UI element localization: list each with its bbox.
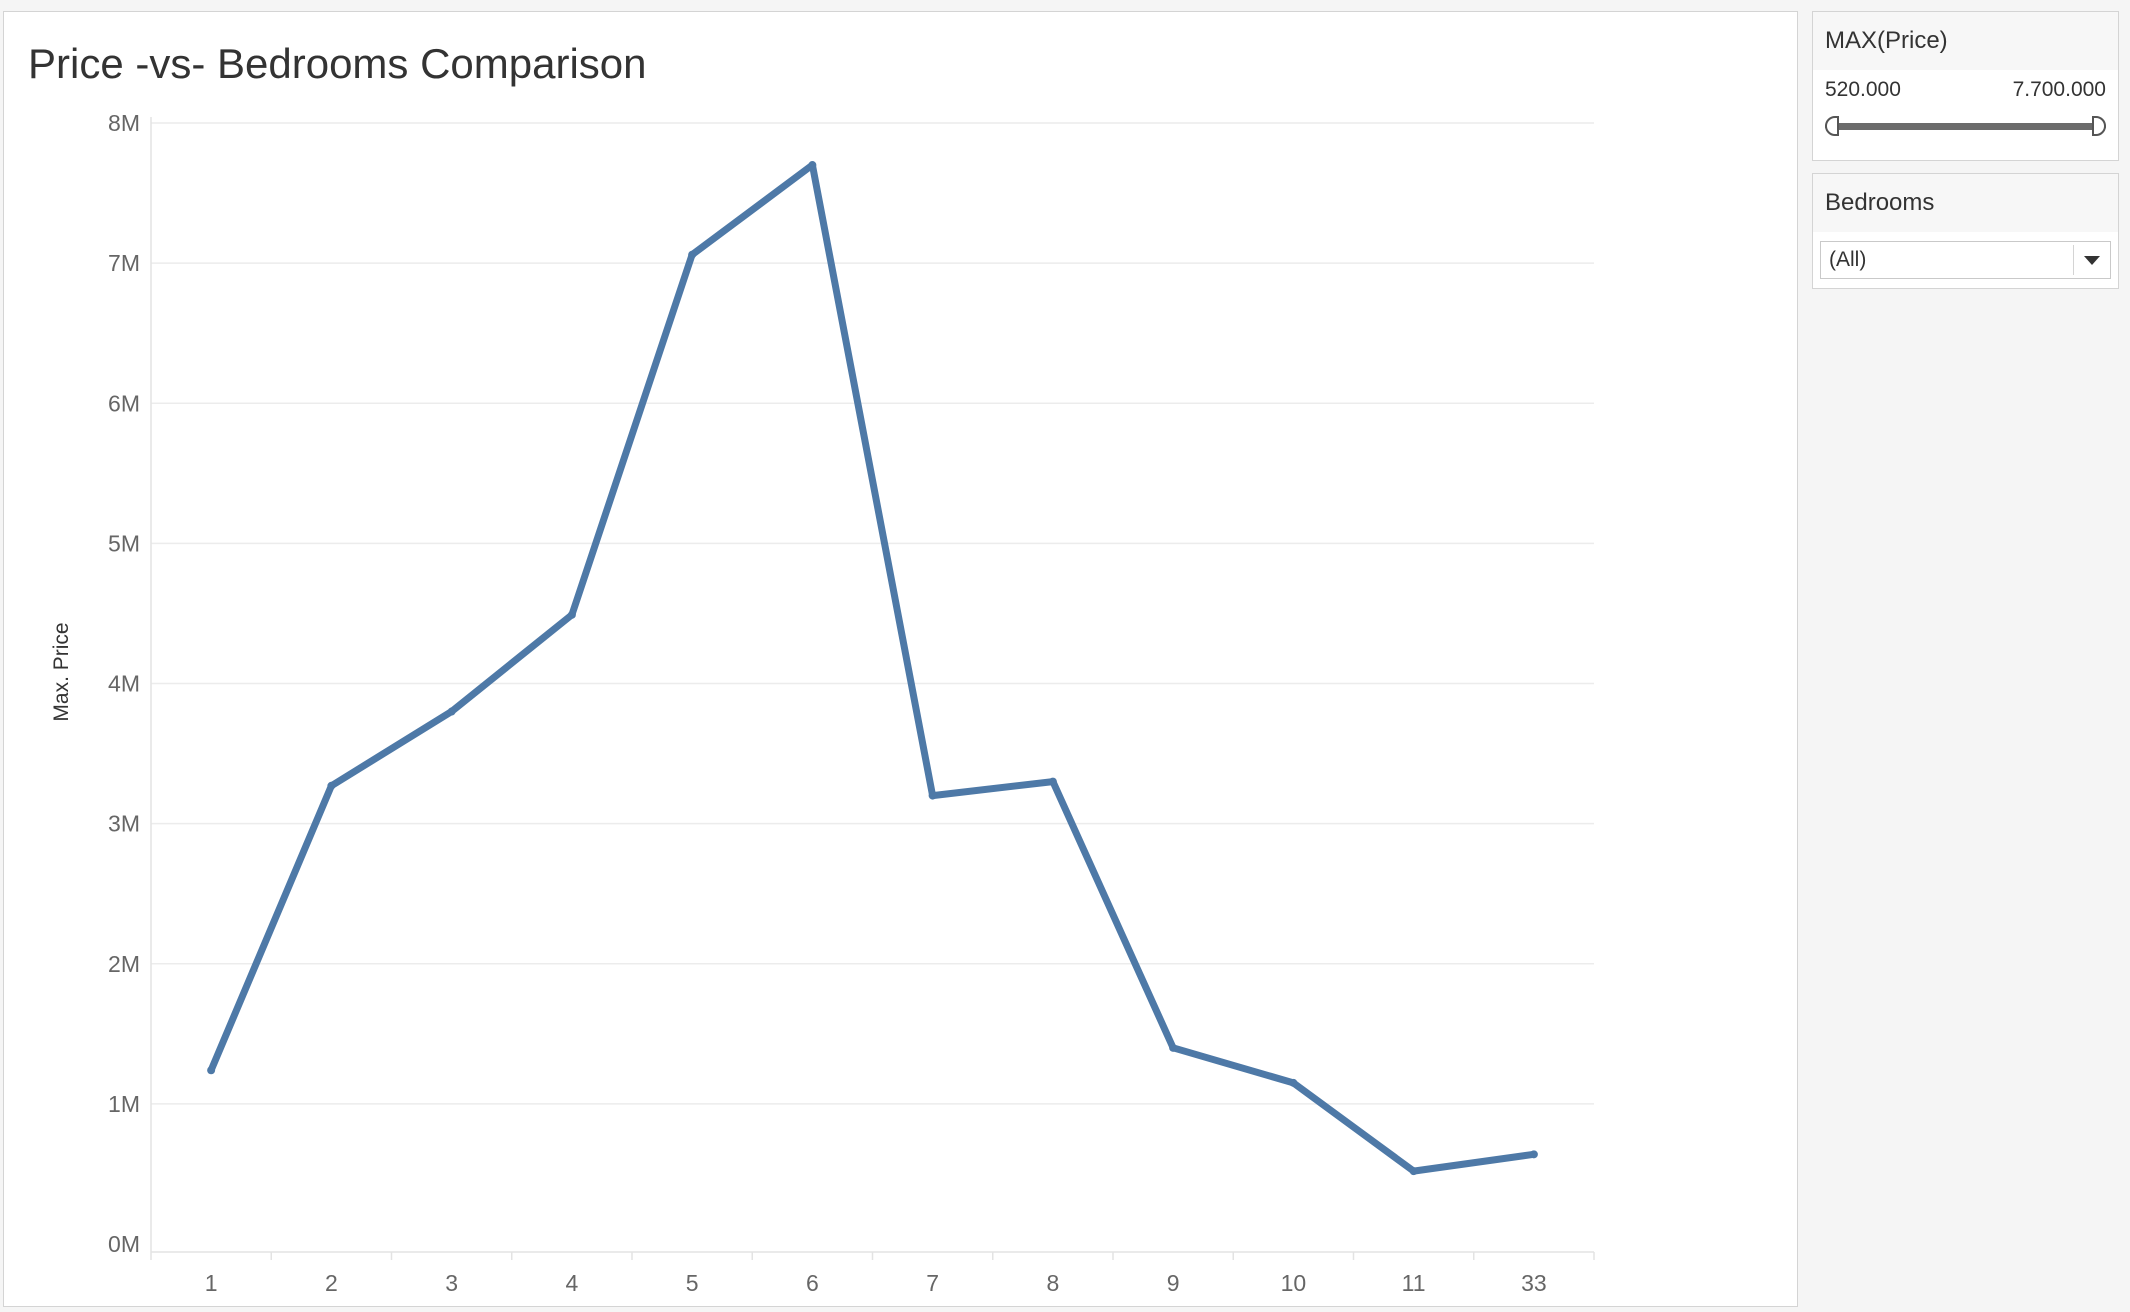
slider-max-handle[interactable]	[2092, 116, 2106, 136]
y-tick-label: 5M	[108, 530, 140, 556]
x-tick-label: 9	[1167, 1270, 1180, 1296]
data-point[interactable]	[1169, 1043, 1178, 1052]
y-tick-label: 4M	[108, 671, 140, 697]
y-tick-label: 2M	[108, 951, 140, 977]
price-range-values: 520.000 7.700.000	[1813, 70, 2118, 110]
x-tick-label: 7	[926, 1270, 939, 1296]
data-point[interactable]	[1048, 777, 1057, 786]
x-tick-label: 4	[565, 1270, 578, 1296]
price-range-slider[interactable]	[1813, 110, 2118, 150]
y-tick-label: 0M	[108, 1231, 140, 1257]
y-axis-ticks: 0M 1M 2M 3M 4M 5M 6M 7M 8M	[108, 110, 140, 1257]
x-tick-label: 5	[686, 1270, 699, 1296]
line-chart: 0M 1M 2M 3M 4M 5M 6M 7M 8M 1 2 3 4 5 6 7 8 9 10 11 33 Max. …	[50, 110, 1595, 1296]
bedrooms-filter-card: Bedrooms (All)	[1812, 173, 2119, 289]
data-point[interactable]	[928, 791, 937, 800]
data-point[interactable]	[567, 610, 576, 619]
slider-min-handle[interactable]	[1825, 116, 1839, 136]
x-tick-label: 1	[205, 1270, 218, 1296]
data-point[interactable]	[207, 1066, 216, 1075]
x-tick-label: 11	[1402, 1270, 1426, 1296]
price-range-min: 520.000	[1825, 78, 1901, 101]
data-point[interactable]	[447, 707, 456, 716]
data-point[interactable]	[808, 161, 817, 170]
gridlines	[150, 117, 1595, 1260]
price-range-max: 7.700.000	[2012, 78, 2106, 101]
y-tick-label: 6M	[108, 390, 140, 416]
y-tick-label: 8M	[108, 110, 140, 136]
series-line-max-price[interactable]	[207, 161, 1538, 1175]
x-tick-label: 10	[1281, 1270, 1307, 1296]
y-tick-label: 7M	[108, 250, 140, 276]
chevron-down-icon[interactable]	[2084, 256, 2100, 265]
slider-track[interactable]	[1825, 123, 2106, 130]
price-filter-card: MAX(Price) 520.000 7.700.000	[1812, 11, 2119, 161]
y-axis-label: Max. Price	[50, 622, 73, 721]
price-filter-title: MAX(Price)	[1813, 12, 2118, 70]
dropdown-separator	[2073, 245, 2074, 275]
bedrooms-filter-title: Bedrooms	[1813, 174, 2118, 232]
x-tick-label: 6	[806, 1270, 819, 1296]
x-tick-label: 8	[1046, 1270, 1059, 1296]
bedrooms-dropdown-value: (All)	[1829, 248, 1867, 271]
y-tick-label: 1M	[108, 1091, 140, 1117]
data-point[interactable]	[688, 250, 697, 259]
x-axis-ticks: 1 2 3 4 5 6 7 8 9 10 11 33	[205, 1270, 1547, 1296]
data-point[interactable]	[1409, 1167, 1418, 1176]
data-point[interactable]	[1289, 1078, 1298, 1087]
chart-title: Price -vs- Bedrooms Comparison	[28, 40, 647, 87]
chart-panel: Price -vs- Bedrooms Comparison 0M 1M 2M 3M 4…	[3, 11, 1798, 1307]
x-tick-label: 33	[1521, 1270, 1547, 1296]
x-tick-label: 2	[325, 1270, 338, 1296]
bedrooms-dropdown[interactable]: (All)	[1820, 241, 2111, 279]
x-tick-label: 3	[445, 1270, 458, 1296]
data-point[interactable]	[327, 781, 336, 790]
series-layer	[207, 161, 1538, 1176]
data-point[interactable]	[1529, 1150, 1538, 1159]
y-tick-label: 3M	[108, 811, 140, 837]
